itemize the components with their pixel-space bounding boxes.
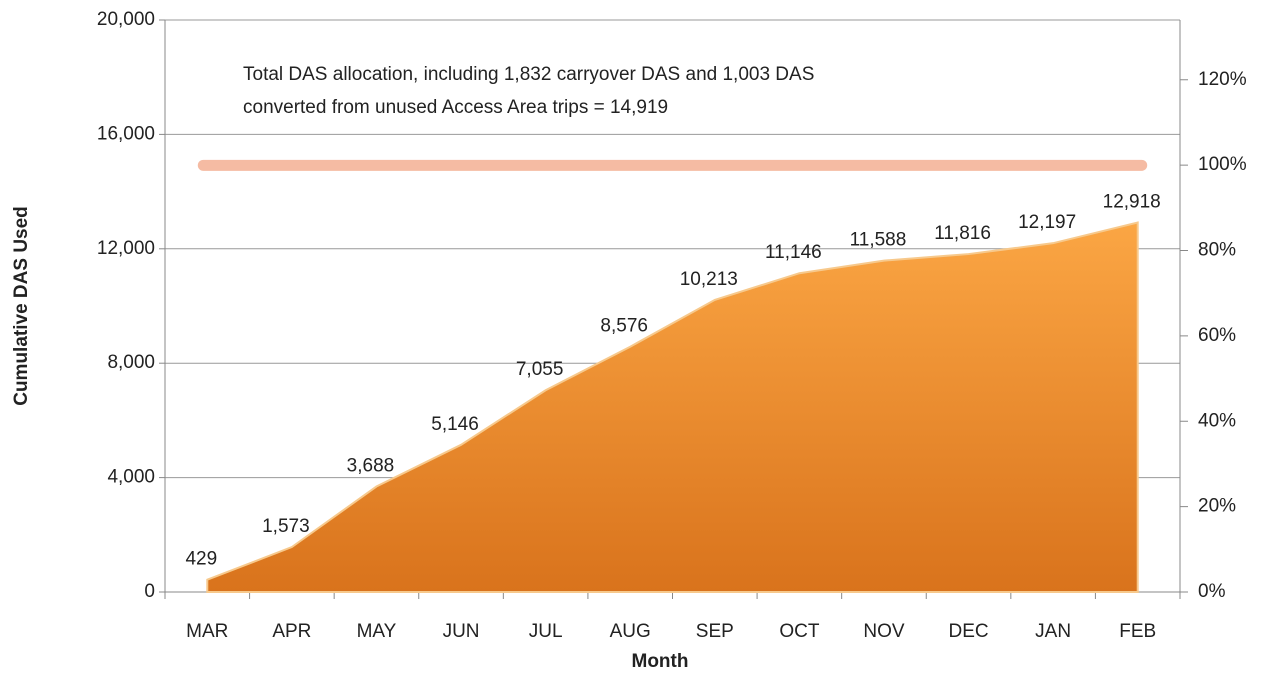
data-label: 12,918 — [1103, 192, 1161, 213]
data-label: 12,197 — [1018, 212, 1076, 233]
y-tick-label: 4,000 — [107, 467, 155, 488]
y-tick-label: 12,000 — [97, 238, 155, 259]
x-tick-label: SEP — [696, 621, 734, 642]
data-label: 3,688 — [347, 456, 395, 477]
x-axis-title: Month — [632, 651, 689, 672]
y2-tick-label: 100% — [1198, 154, 1247, 175]
x-tick-label: APR — [272, 621, 311, 642]
y2-tick-label: 80% — [1198, 240, 1236, 261]
data-label: 10,213 — [680, 269, 738, 290]
y-tick-label: 20,000 — [97, 9, 155, 30]
x-tick-label: OCT — [779, 621, 820, 642]
data-label: 11,146 — [765, 242, 822, 263]
x-tick-label: FEB — [1119, 621, 1156, 642]
x-tick-label: NOV — [863, 621, 905, 642]
y2-tick-label: 60% — [1198, 325, 1236, 346]
annotation-line: converted from unused Access Area trips … — [243, 97, 668, 118]
x-tick-label: MAR — [186, 621, 228, 642]
y2-tick-label: 20% — [1198, 496, 1236, 517]
x-tick-label: JUN — [443, 621, 480, 642]
x-tick-label: JUL — [529, 621, 563, 642]
y-tick-label: 16,000 — [97, 123, 155, 144]
y-tick-label: 8,000 — [107, 352, 155, 373]
y-tick-label: 0 — [144, 581, 155, 602]
x-tick-label: AUG — [610, 621, 651, 642]
data-label: 7,055 — [516, 359, 564, 380]
x-tick-label: DEC — [948, 621, 988, 642]
x-tick-label: MAY — [357, 621, 397, 642]
y2-tick-label: 0% — [1198, 581, 1226, 602]
data-label: 11,588 — [850, 230, 907, 251]
x-tick-label: JAN — [1035, 621, 1071, 642]
data-label: 11,816 — [934, 223, 991, 244]
data-label: 429 — [185, 549, 217, 570]
y2-tick-label: 120% — [1198, 69, 1247, 90]
data-label: 1,573 — [262, 516, 310, 537]
data-label: 8,576 — [600, 316, 648, 337]
annotation-line: Total DAS allocation, including 1,832 ca… — [243, 64, 814, 85]
data-label: 5,146 — [431, 414, 479, 435]
area — [206, 221, 1139, 593]
y2-tick-label: 40% — [1198, 410, 1236, 431]
y-axis-title: Cumulative DAS Used — [11, 206, 32, 406]
